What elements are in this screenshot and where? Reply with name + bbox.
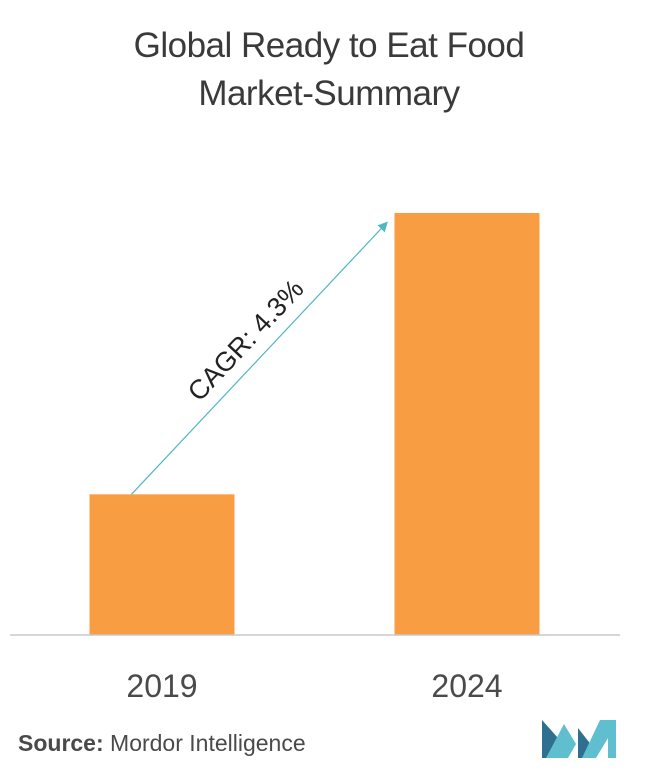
cagr-arrow	[131, 221, 388, 495]
source-label: Source:	[18, 730, 104, 756]
bar-chart: CAGR: 4.3% 2019 2024	[10, 213, 620, 704]
x-tick-label-2024: 2024	[431, 668, 502, 704]
chart-title-line-2: Market-Summary	[198, 74, 460, 113]
mordor-intelligence-logo-icon	[542, 720, 616, 758]
cagr-label: CAGR: 4.3%	[182, 274, 310, 407]
x-tick-label-2019: 2019	[126, 668, 197, 704]
bar-2024	[394, 213, 540, 635]
source-text: Mordor Intelligence	[110, 730, 306, 756]
bar-2019	[89, 494, 235, 635]
chart-title: Global Ready to Eat Food Market-Summary	[40, 22, 618, 118]
chart-title-line-1: Global Ready to Eat Food	[133, 26, 525, 65]
source-note: Source: Mordor Intelligence	[18, 730, 306, 757]
